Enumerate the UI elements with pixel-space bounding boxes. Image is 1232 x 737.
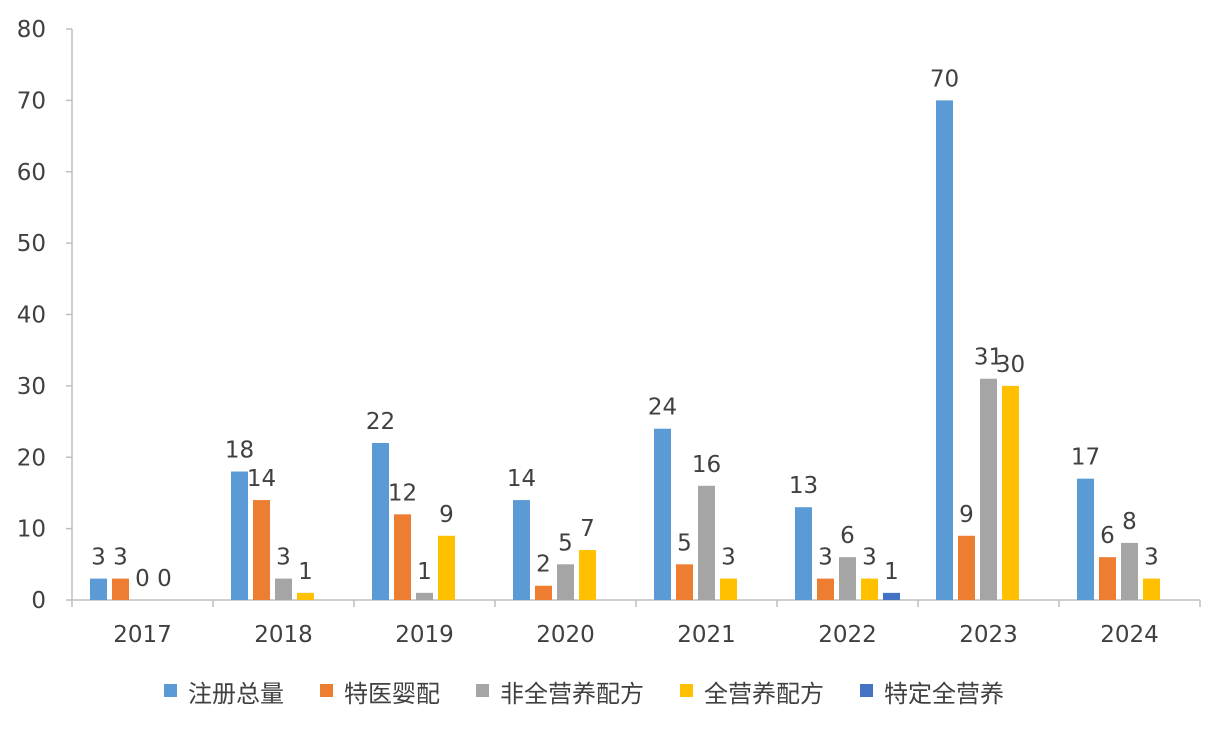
legend-swatch	[860, 684, 873, 697]
x-tick-label: 2021	[677, 622, 736, 648]
data-labels-layer: 3 30 0181431221219142572451631336317093130…	[91, 66, 1159, 592]
data-label: 12	[388, 480, 417, 506]
data-label: 2	[536, 552, 551, 578]
data-label: 9	[439, 502, 454, 528]
bar	[394, 514, 411, 600]
bar	[297, 592, 314, 600]
bar	[513, 500, 530, 600]
x-tick-label: 2023	[959, 622, 1018, 648]
data-label: 14	[247, 466, 276, 492]
legend-swatch	[320, 684, 333, 697]
legend: 注册总量 特医婴配 非全营养配方 全营养配方 特定全营养	[164, 680, 1004, 708]
data-label: 0	[157, 566, 172, 592]
data-label: 3	[1144, 545, 1159, 571]
x-tick-label: 2020	[536, 622, 595, 648]
legend-swatch	[476, 684, 489, 697]
data-label: 1	[417, 559, 432, 585]
data-label: 1	[298, 559, 313, 585]
bar	[416, 592, 433, 600]
data-label: 3	[276, 545, 291, 571]
data-label: 70	[930, 66, 959, 92]
bar	[253, 500, 270, 600]
bar	[698, 485, 715, 600]
data-label: 3	[818, 545, 833, 571]
data-label: 7	[580, 516, 595, 542]
data-label: 3	[113, 545, 128, 571]
data-label: 0	[135, 566, 150, 592]
bar	[1099, 557, 1116, 600]
bar	[980, 378, 997, 600]
y-tick-label: 10	[17, 517, 46, 543]
bar	[676, 564, 693, 600]
bar	[958, 535, 975, 600]
bar	[654, 428, 671, 600]
y-tick-label: 40	[17, 303, 46, 329]
bar	[817, 578, 834, 600]
bar	[861, 578, 878, 600]
data-label: 6	[840, 523, 855, 549]
data-label: 24	[648, 395, 677, 421]
data-label: 31	[974, 345, 1003, 371]
bar	[795, 507, 812, 600]
x-tick-label: 2017	[113, 622, 172, 648]
y-tick-label: 70	[17, 88, 46, 114]
data-label: 6	[1100, 523, 1115, 549]
bars-layer	[90, 100, 1160, 600]
data-label: 5	[677, 530, 692, 556]
bar	[1143, 578, 1160, 600]
data-label: 3	[91, 545, 106, 571]
y-tick-label: 60	[17, 160, 46, 186]
bar	[275, 578, 292, 600]
bar	[579, 550, 596, 600]
x-tick-label: 2019	[395, 622, 454, 648]
data-label: 1	[884, 559, 899, 585]
legend-label: 非全营养配方	[500, 680, 644, 708]
bar	[112, 578, 129, 600]
y-tick-label: 20	[17, 445, 46, 471]
y-tick-label: 30	[17, 374, 46, 400]
legend-label: 全营养配方	[704, 680, 824, 708]
legend-swatch	[680, 684, 693, 697]
y-tick-label: 0	[31, 588, 46, 614]
data-label: 17	[1071, 445, 1100, 471]
data-label: 22	[366, 409, 395, 435]
legend-label: 特定全营养	[884, 680, 1004, 708]
bar	[231, 471, 248, 600]
bar	[720, 578, 737, 600]
bar	[438, 535, 455, 600]
data-label: 30	[996, 352, 1025, 378]
x-tick-label: 2022	[818, 622, 877, 648]
y-tick-label: 50	[17, 231, 46, 257]
data-label: 9	[959, 502, 974, 528]
y-tick-label: 80	[17, 17, 46, 43]
x-tick-label: 2024	[1100, 622, 1159, 648]
bar	[535, 585, 552, 600]
data-label: 3	[721, 545, 736, 571]
bar	[557, 564, 574, 600]
data-label: 5	[558, 530, 573, 556]
data-label: 13	[789, 473, 818, 499]
bar	[372, 442, 389, 600]
legend-swatch	[164, 684, 177, 697]
data-label: 3	[862, 545, 877, 571]
data-label: 18	[225, 438, 254, 464]
bar	[883, 592, 900, 600]
data-label: 14	[507, 466, 536, 492]
legend-label: 特医婴配	[344, 680, 440, 708]
x-tick-label: 2018	[254, 622, 313, 648]
legend-label: 注册总量	[188, 680, 284, 708]
bar	[839, 557, 856, 600]
bar	[1002, 385, 1019, 600]
bar	[1077, 478, 1094, 600]
data-label: 8	[1122, 509, 1137, 535]
bar	[936, 100, 953, 600]
bar	[1121, 542, 1138, 600]
bar	[90, 578, 107, 600]
data-label: 16	[692, 452, 721, 478]
